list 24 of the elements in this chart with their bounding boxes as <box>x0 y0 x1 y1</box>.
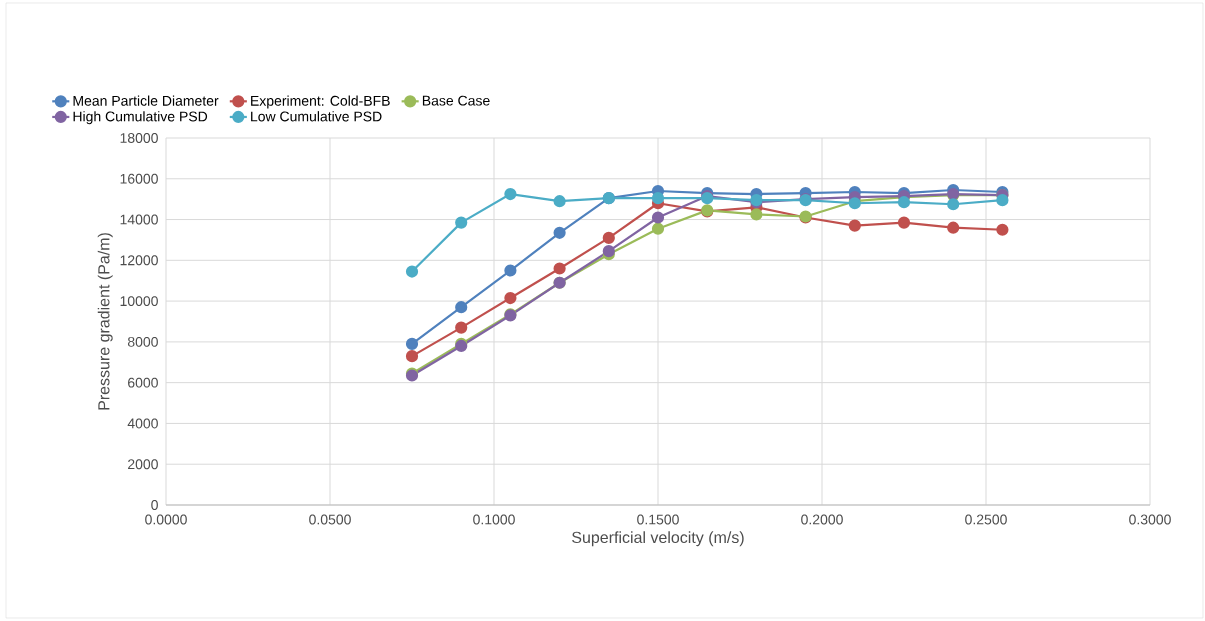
x-tick-label: 0.1000 <box>473 514 515 525</box>
legend-label: High Cumulative PSD <box>73 111 208 125</box>
x-tick-label: 0.0500 <box>309 514 351 525</box>
x-tick-label: 0.2000 <box>801 514 843 525</box>
y-tick-label: 18000 <box>120 133 158 143</box>
y-axis-title: Pressure gradient (Pa/m) <box>97 233 113 410</box>
y-tick-label: 4000 <box>127 418 158 429</box>
x-tick-label: 0.2500 <box>965 514 1007 525</box>
y-tick-label: 14000 <box>120 214 158 225</box>
y-tick-label: 2000 <box>128 459 158 470</box>
x-tick-label: 0.0000 <box>145 514 187 525</box>
x-axis-title: Superficial velocity (m/s) <box>572 531 744 547</box>
x-tick-label: 0.3000 <box>1129 514 1171 525</box>
legend-label: Base Case <box>422 95 490 106</box>
legend-label: Mean Particle Diameter <box>73 95 219 106</box>
y-tick-label: 10000 <box>120 296 158 307</box>
y-tick-label: 0 <box>151 500 158 510</box>
legend-label: Experiment: Cold-BFB <box>251 95 390 109</box>
y-tick-label: 16000 <box>120 173 158 184</box>
legend-label: Low Cumulative PSD <box>251 111 382 122</box>
y-tick-label: 6000 <box>128 377 158 388</box>
x-tick-label: 0.1500 <box>637 514 679 525</box>
y-tick-label: 12000 <box>120 255 158 266</box>
y-tick-label: 8000 <box>127 336 158 347</box>
